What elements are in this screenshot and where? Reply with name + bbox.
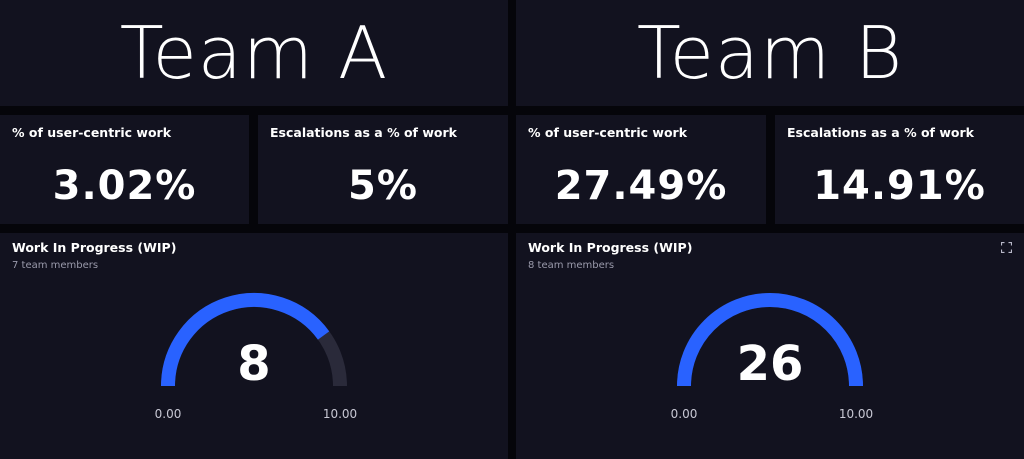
- gauge-min-label: 0.00: [155, 407, 182, 421]
- gauge-value: 8: [237, 336, 270, 392]
- team-a-title-panel: Team A: [0, 0, 508, 106]
- stat-value: 14.91%: [813, 163, 986, 209]
- stat-label: % of user-centric work: [12, 125, 172, 140]
- gauge-max-label: 10.00: [323, 407, 357, 421]
- stat-label: % of user-centric work: [528, 125, 688, 140]
- wip-title: Work In Progress (WIP): [12, 240, 177, 255]
- stat-label: Escalations as a % of work: [787, 125, 974, 140]
- stat-label: Escalations as a % of work: [270, 125, 457, 140]
- gauge-fill: [161, 293, 330, 387]
- team-a-wip-card: Work In Progress (WIP) 7 team members 8 …: [0, 233, 508, 459]
- wip-subtitle: 7 team members: [12, 260, 99, 271]
- gauge-value: 26: [737, 336, 804, 392]
- stat-value: 27.49%: [554, 163, 728, 209]
- gauge-min-label: 0.00: [671, 407, 698, 421]
- team-b-user-centric-card: % of user-centric work 27.49%: [516, 115, 766, 224]
- team-a-user-centric-card: % of user-centric work 3.02%: [0, 115, 249, 224]
- gauge-max-label: 10.00: [839, 407, 873, 421]
- team-a-wip-gauge: 8 0.00 10.00: [155, 293, 357, 421]
- stat-value: 5%: [348, 163, 418, 209]
- team-a-title: Team A: [119, 11, 389, 95]
- team-b-escalations-card: Escalations as a % of work 14.91%: [775, 115, 1024, 224]
- stat-value: 3.02%: [52, 163, 197, 209]
- expand-icon[interactable]: [1001, 242, 1012, 253]
- gauge-fill: [677, 293, 863, 387]
- wip-subtitle: 8 team members: [528, 260, 615, 271]
- team-b-wip-gauge: 26 0.00 10.00: [671, 293, 873, 421]
- team-b-title: Team B: [636, 11, 904, 95]
- team-b-wip-card: Work In Progress (WIP) 8 team members 26…: [516, 233, 1024, 459]
- wip-title: Work In Progress (WIP): [528, 240, 693, 255]
- team-a-escalations-card: Escalations as a % of work 5%: [258, 115, 508, 224]
- team-b-title-panel: Team B: [516, 0, 1024, 106]
